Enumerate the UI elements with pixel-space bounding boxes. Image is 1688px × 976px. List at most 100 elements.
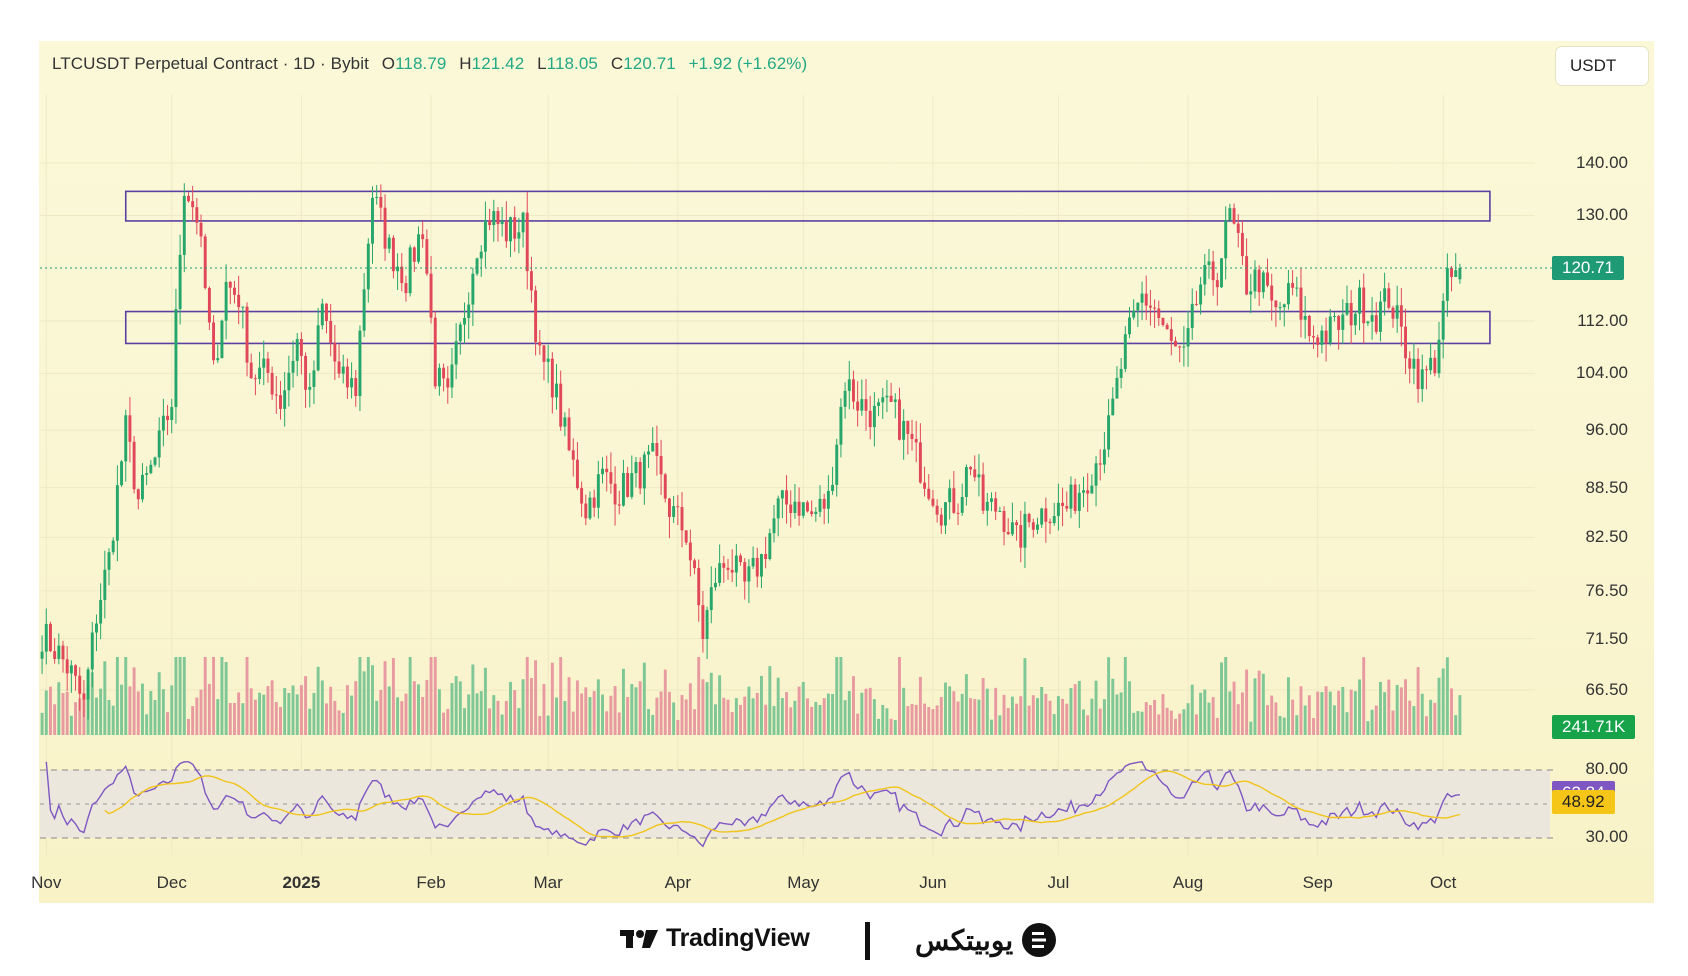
candle-body [684,530,688,543]
candle-body [1240,232,1244,257]
volume-bar [563,701,567,735]
volume-bar [630,684,634,735]
candle-body [245,306,249,363]
volume-bar [458,681,462,735]
volume-bar [266,686,270,735]
volume-bar [203,657,207,735]
volume-bar [400,701,404,735]
volume-bar [906,706,910,735]
volume-bar [354,681,358,735]
volume-bar [1433,702,1437,735]
volume-bar [981,677,985,735]
month-label: Jun [919,873,947,892]
candle-body [1370,315,1374,322]
volume-bar [279,706,282,735]
volume-bar [1065,703,1069,735]
candle-body [1303,315,1307,320]
candle-body [994,498,998,512]
volume-bar [902,687,906,735]
candle-body [709,587,713,611]
volume-bar [1056,696,1060,735]
candle-body [479,251,483,259]
volume-bar [391,658,395,735]
volume-bar [877,718,881,735]
candle-body [877,402,881,406]
volume-bar [408,657,412,735]
volume-bar [488,708,492,735]
low-key: L [537,54,547,73]
volume-bar [132,667,136,735]
candle-body [274,394,278,396]
volume-bar [722,697,726,735]
volume-bar [191,706,195,735]
volume-bar [1199,692,1203,735]
candle-body [831,484,835,491]
volume-bar [1437,677,1441,735]
volume-bar [881,704,885,735]
candle-body [525,212,529,272]
volume-bar [463,708,466,735]
candle-body [1266,272,1269,286]
volume-bar [952,691,956,735]
candle-body [910,433,914,439]
volume-bar [1115,694,1119,735]
volume-bar [960,693,964,735]
candle-body [580,488,584,504]
candle-body [379,196,383,208]
candle-body [463,317,466,325]
volume-bar [772,706,776,735]
volume-bar [136,691,140,735]
candle-body [1107,415,1111,450]
candle-body [287,372,291,391]
candle-body [262,358,266,368]
candle-body [1332,316,1336,318]
candle-body [743,562,747,582]
volume-bar [1077,680,1081,735]
volume-bar [1345,712,1349,735]
volume-bar [1303,705,1307,735]
candle-body [496,211,500,225]
candle-body [1220,258,1223,288]
candle-body [1387,288,1391,308]
volume-bar [1036,698,1039,735]
candle-body [316,325,320,371]
candle-body [504,221,508,242]
volume-bar [1186,703,1190,735]
candle-body [1295,287,1299,289]
volume-bar [199,689,203,735]
volume-bar [667,691,671,735]
candle-body [1044,508,1048,522]
candle-body [1153,307,1157,309]
candle-body [1073,484,1077,511]
candle-body [166,415,170,421]
volume-bar [1215,717,1219,735]
volume-bar [366,657,370,735]
candle-body [1437,339,1441,374]
volume-bar [793,700,797,735]
close-key: C [610,54,624,73]
candle-body [529,271,533,291]
candle-body [647,451,650,455]
currency-selector[interactable]: USDT [1556,47,1648,85]
candle-body [312,370,316,387]
volume-bar [245,657,249,735]
candle-body [153,457,157,465]
volume-bar [990,719,993,735]
volume-bar [647,709,650,735]
candle-body [295,339,299,361]
volume-bar [860,692,864,735]
volume-bar [898,657,901,735]
candle-body [429,273,433,318]
volume-bar [1450,688,1454,735]
candle-body [676,506,680,508]
symbol-header: LTCUSDT Perpetual Contract · 1D · Bybit … [52,54,807,74]
candle-body [358,330,362,397]
volume-bar [513,690,517,735]
tradingview-wordmark: TradingView [666,924,810,952]
price-axis-label: 140.00 [1576,153,1628,172]
volume-bar [1324,686,1328,735]
volume-bar [1153,699,1157,735]
candle-body [1299,287,1303,320]
volume-bar [145,714,149,735]
